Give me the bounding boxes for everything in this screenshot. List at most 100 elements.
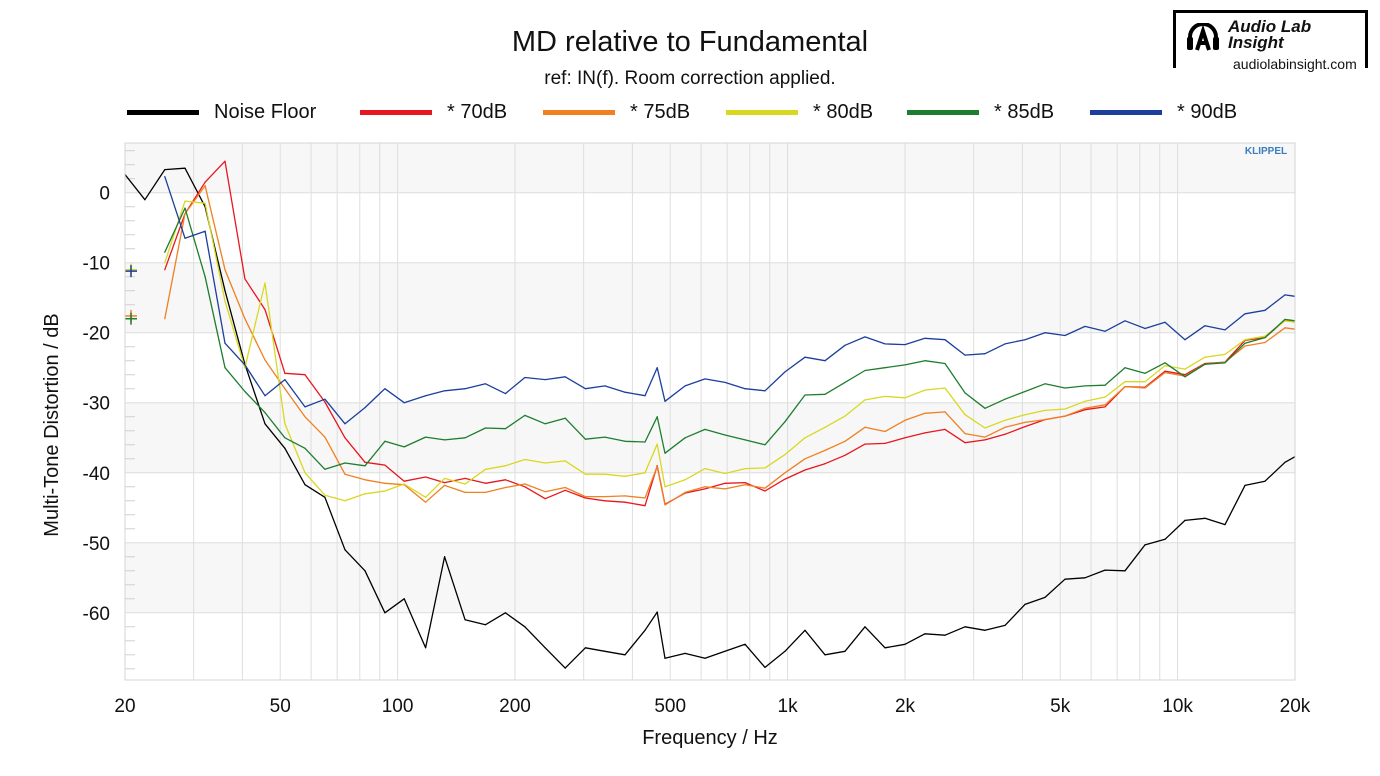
data-point [764, 487, 766, 489]
data-point [824, 393, 826, 395]
data-point [464, 388, 466, 390]
legend-item-70db: * 70dB [360, 100, 507, 124]
data-point [724, 482, 726, 484]
background-band [125, 542, 1295, 613]
data-point [264, 395, 266, 397]
data-point [204, 202, 206, 204]
data-point [656, 367, 658, 369]
data-point [264, 282, 266, 284]
data-point [564, 667, 566, 669]
data-point [884, 647, 886, 649]
data-point [1024, 390, 1026, 393]
legend-swatch [127, 109, 199, 115]
legend-item-75db: * 75dB [543, 100, 690, 124]
data-point [403, 446, 405, 448]
data-point [704, 488, 706, 490]
data-point [224, 367, 226, 369]
data-point [504, 479, 507, 481]
legend-item-85db: * 85dB [907, 100, 1054, 124]
data-point [804, 629, 806, 631]
legend-item-80db: * 80dB [726, 100, 873, 124]
x-axis-label: Frequency / Hz [642, 727, 778, 749]
data-point [1084, 400, 1086, 402]
legend-swatch [543, 109, 615, 115]
data-point [604, 385, 606, 387]
data-point [1224, 523, 1226, 526]
data-point [844, 344, 846, 346]
y-tick-label: -20 [83, 324, 110, 345]
data-point [944, 428, 946, 430]
data-point [524, 483, 526, 485]
data-point [444, 556, 446, 558]
x-tick-label: 500 [654, 696, 686, 717]
data-point [164, 176, 166, 178]
x-tick-label: 100 [382, 696, 414, 717]
data-point [484, 482, 487, 484]
data-point [464, 491, 466, 493]
y-tick-label: -10 [83, 254, 110, 275]
data-point [656, 611, 658, 613]
data-point [944, 339, 946, 341]
data-point [684, 479, 686, 481]
data-point [924, 389, 926, 391]
data-point [344, 549, 346, 551]
data-point [564, 376, 566, 378]
data-point [964, 414, 966, 416]
data-point [403, 598, 405, 600]
data-point [784, 371, 786, 373]
x-tick-label: 1k [778, 696, 799, 717]
data-point [684, 491, 686, 493]
data-point [584, 473, 586, 475]
data-point [304, 484, 306, 486]
data-point [804, 394, 806, 396]
data-point [1264, 309, 1266, 311]
data-point [564, 489, 566, 491]
legend-label: Noise Floor [214, 100, 317, 123]
data-point [224, 290, 226, 292]
data-point [1004, 624, 1006, 626]
data-point [1184, 339, 1186, 341]
data-point [444, 477, 446, 479]
data-point [1284, 461, 1286, 463]
data-point [864, 369, 866, 372]
headphone-a-icon [1187, 23, 1219, 51]
data-point [425, 395, 427, 397]
data-point [624, 475, 626, 477]
data-point [284, 447, 286, 449]
data-point [444, 439, 446, 441]
data-point [1244, 313, 1246, 315]
data-point [184, 167, 186, 169]
data-point [584, 388, 586, 390]
data-point [604, 473, 606, 475]
data-point [1024, 425, 1026, 428]
data-point [1204, 356, 1206, 358]
legend-item-noise-floor: Noise Floor [127, 100, 316, 124]
data-point [364, 461, 366, 463]
data-point [264, 359, 266, 361]
logo-name-line1: Audio Lab [1228, 17, 1312, 36]
data-point [624, 495, 626, 497]
data-point [1124, 320, 1126, 322]
data-point [484, 491, 487, 493]
data-point [524, 376, 526, 379]
data-point [764, 390, 766, 392]
data-point [884, 442, 886, 444]
data-point [1004, 433, 1006, 435]
data-point [403, 402, 405, 404]
data-point [804, 437, 806, 439]
data-point [1024, 603, 1026, 605]
data-point [684, 385, 686, 387]
data-point [1224, 353, 1226, 356]
data-point [1084, 325, 1086, 328]
data-point [984, 407, 986, 409]
data-point [1164, 372, 1166, 374]
data-point [984, 629, 986, 631]
data-point [284, 388, 286, 390]
data-point [224, 269, 226, 271]
data-point [344, 437, 346, 439]
data-point [264, 423, 266, 425]
background-band [125, 143, 1295, 193]
data-point [724, 472, 726, 475]
data-point [204, 181, 206, 183]
data-point [1004, 398, 1006, 400]
